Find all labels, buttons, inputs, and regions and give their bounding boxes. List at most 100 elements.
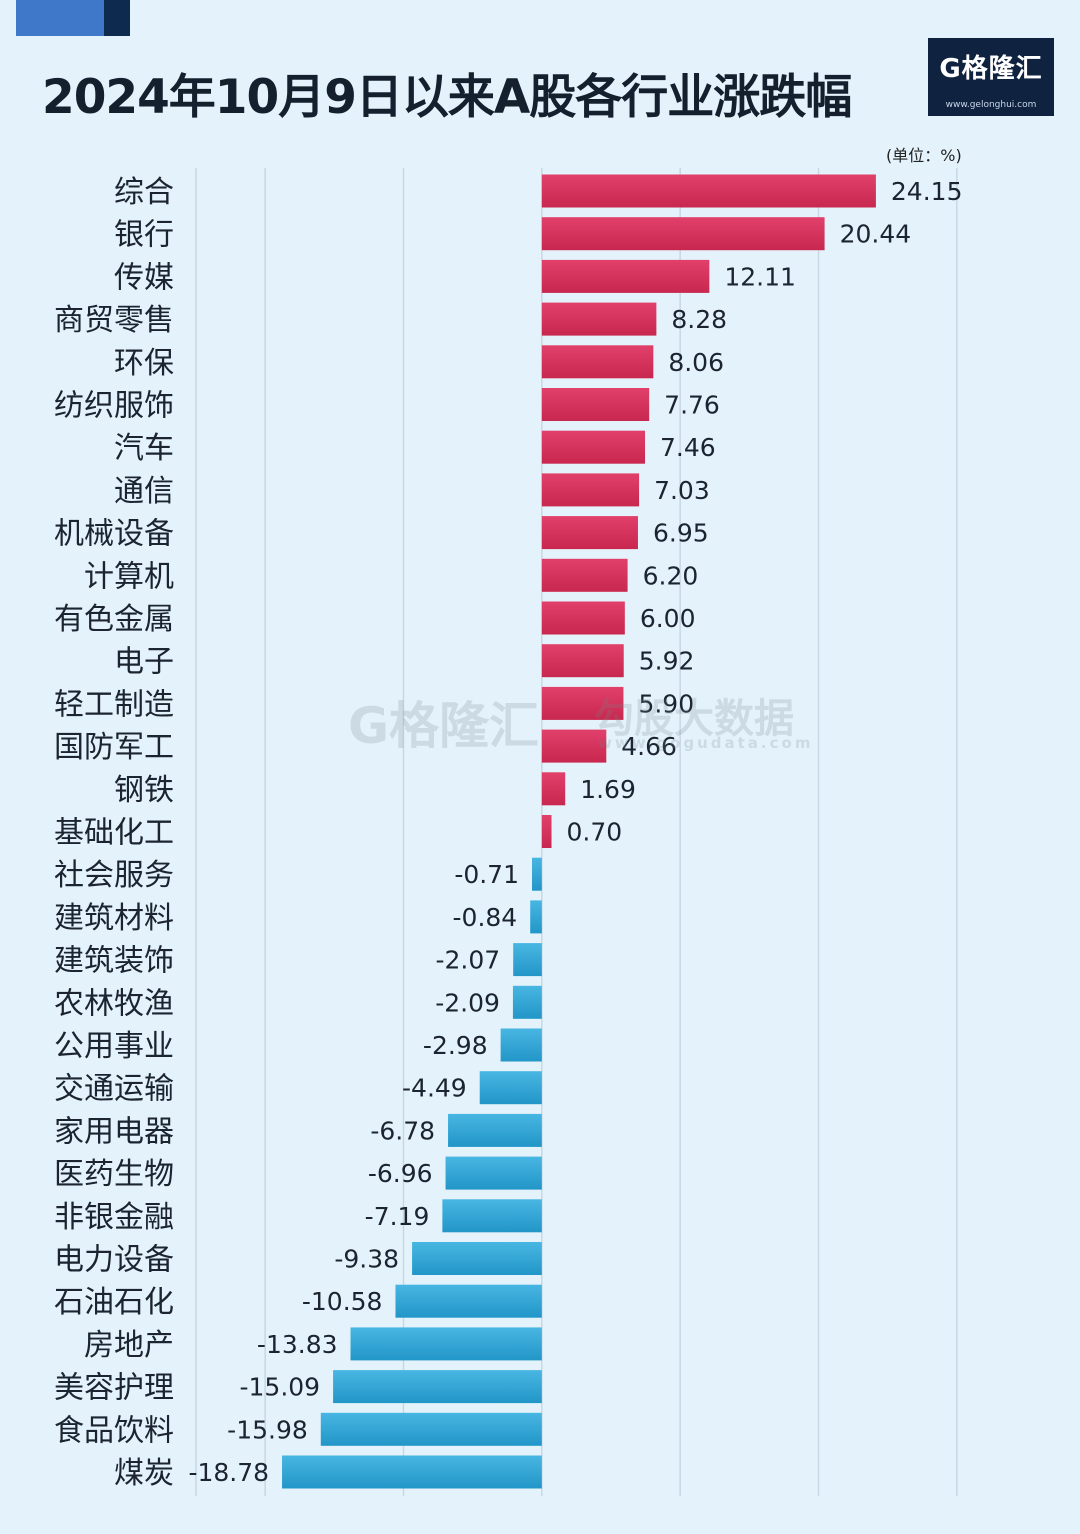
category-label: 国防军工 [54,730,174,765]
bar-15 [541,772,566,806]
value-label: 6.95 [653,519,709,548]
category-label: 食品饮料 [54,1413,174,1448]
category-label: 传媒 [114,260,174,295]
value-label: 6.20 [643,561,699,590]
value-label: -7.19 [365,1202,430,1231]
value-label: -9.38 [334,1245,399,1274]
category-label: 电子 [114,645,174,680]
bar-9 [541,516,638,550]
value-label: -0.71 [454,860,519,889]
bar-10 [541,558,628,592]
bar-30 [320,1412,542,1446]
logo-text: G格隆汇 [939,54,1043,84]
bar-2 [541,217,825,251]
bar-8 [541,473,640,507]
bar-5 [541,345,654,379]
category-label: 基础化工 [54,816,174,851]
bar-22 [479,1071,542,1105]
category-label: 家用电器 [54,1114,174,1149]
value-label: 5.92 [639,647,695,676]
bar-1 [541,174,876,208]
bar-14 [541,729,607,763]
value-label: 4.66 [621,732,677,761]
value-label: 8.28 [671,305,727,334]
unit-label: (单位：%) [886,146,962,165]
category-label: 石油石化 [54,1285,174,1320]
bar-21 [500,1028,542,1062]
bar-28 [350,1327,542,1361]
category-label: 医药生物 [54,1157,174,1192]
bar-23 [448,1113,542,1147]
category-label: 煤炭 [114,1456,174,1491]
bar-13 [541,686,624,720]
value-label: 12.11 [724,262,796,291]
bar-24 [445,1156,542,1190]
value-label: 20.44 [840,220,912,249]
category-label: 商贸零售 [54,303,174,338]
category-label: 美容护理 [54,1371,174,1406]
value-label: -15.98 [227,1415,308,1444]
value-label: -2.98 [423,1031,488,1060]
value-label: 6.00 [640,604,696,633]
value-label: 5.90 [638,689,694,718]
category-label: 通信 [114,474,174,509]
bar-20 [512,985,542,1019]
bar-29 [333,1370,542,1404]
bar-6 [541,388,650,421]
category-label: 交通运输 [54,1072,174,1107]
category-label: 综合 [114,175,174,210]
category-label: 机械设备 [54,517,174,552]
value-label: -18.78 [188,1458,269,1487]
top-accent-bar [16,0,104,36]
category-label: 环保 [114,346,174,381]
chart-title: 2024年10月9日以来A股各行业涨跌幅 [42,70,852,125]
value-label: 1.69 [580,775,636,804]
category-label: 钢铁 [114,773,174,808]
value-label: 24.15 [891,177,963,206]
value-label: 7.46 [660,433,716,462]
value-label: -6.78 [370,1116,435,1145]
brand-logo: G格隆汇 www.gelonghui.com [928,38,1054,116]
category-label: 计算机 [84,559,174,594]
category-label: 电力设备 [54,1243,174,1278]
category-label: 社会服务 [54,858,174,893]
bar-17 [532,857,542,891]
logo-url: www.gelonghui.com [945,100,1037,110]
value-label: -4.49 [402,1074,467,1103]
value-label: -2.09 [435,988,500,1017]
value-label: -0.84 [453,903,518,932]
bar-31 [282,1455,542,1489]
category-label: 纺织服饰 [54,389,174,424]
bar-25 [442,1199,542,1233]
bar-19 [513,943,542,977]
bar-11 [541,601,625,635]
value-label: 8.06 [668,348,724,377]
category-label: 银行 [114,218,174,253]
bar-16 [541,815,552,848]
value-label: 7.76 [664,391,720,420]
value-label: -15.09 [239,1373,320,1402]
category-label: 有色金属 [54,602,174,637]
bar-4 [541,302,657,336]
category-label: 建筑装饰 [54,944,174,979]
top-accent-bar-dark [104,0,130,36]
category-label: 房地产 [84,1328,174,1363]
value-label: -6.96 [368,1159,433,1188]
value-label: -13.83 [257,1330,338,1359]
category-label: 公用事业 [54,1029,174,1064]
value-label: -10.58 [302,1287,383,1316]
bar-27 [395,1284,542,1318]
bar-12 [541,644,624,678]
value-label: -2.07 [436,946,501,975]
category-label: 建筑材料 [54,901,174,936]
category-label: 农林牧渔 [54,986,174,1021]
bar-18 [530,900,542,934]
value-label: 7.03 [654,476,710,505]
value-label: 0.70 [567,818,623,847]
category-label: 汽车 [114,431,174,466]
category-label: 轻工制造 [54,687,174,722]
bar-7 [541,430,646,464]
bar-3 [541,259,710,293]
bar-26 [412,1242,542,1275]
